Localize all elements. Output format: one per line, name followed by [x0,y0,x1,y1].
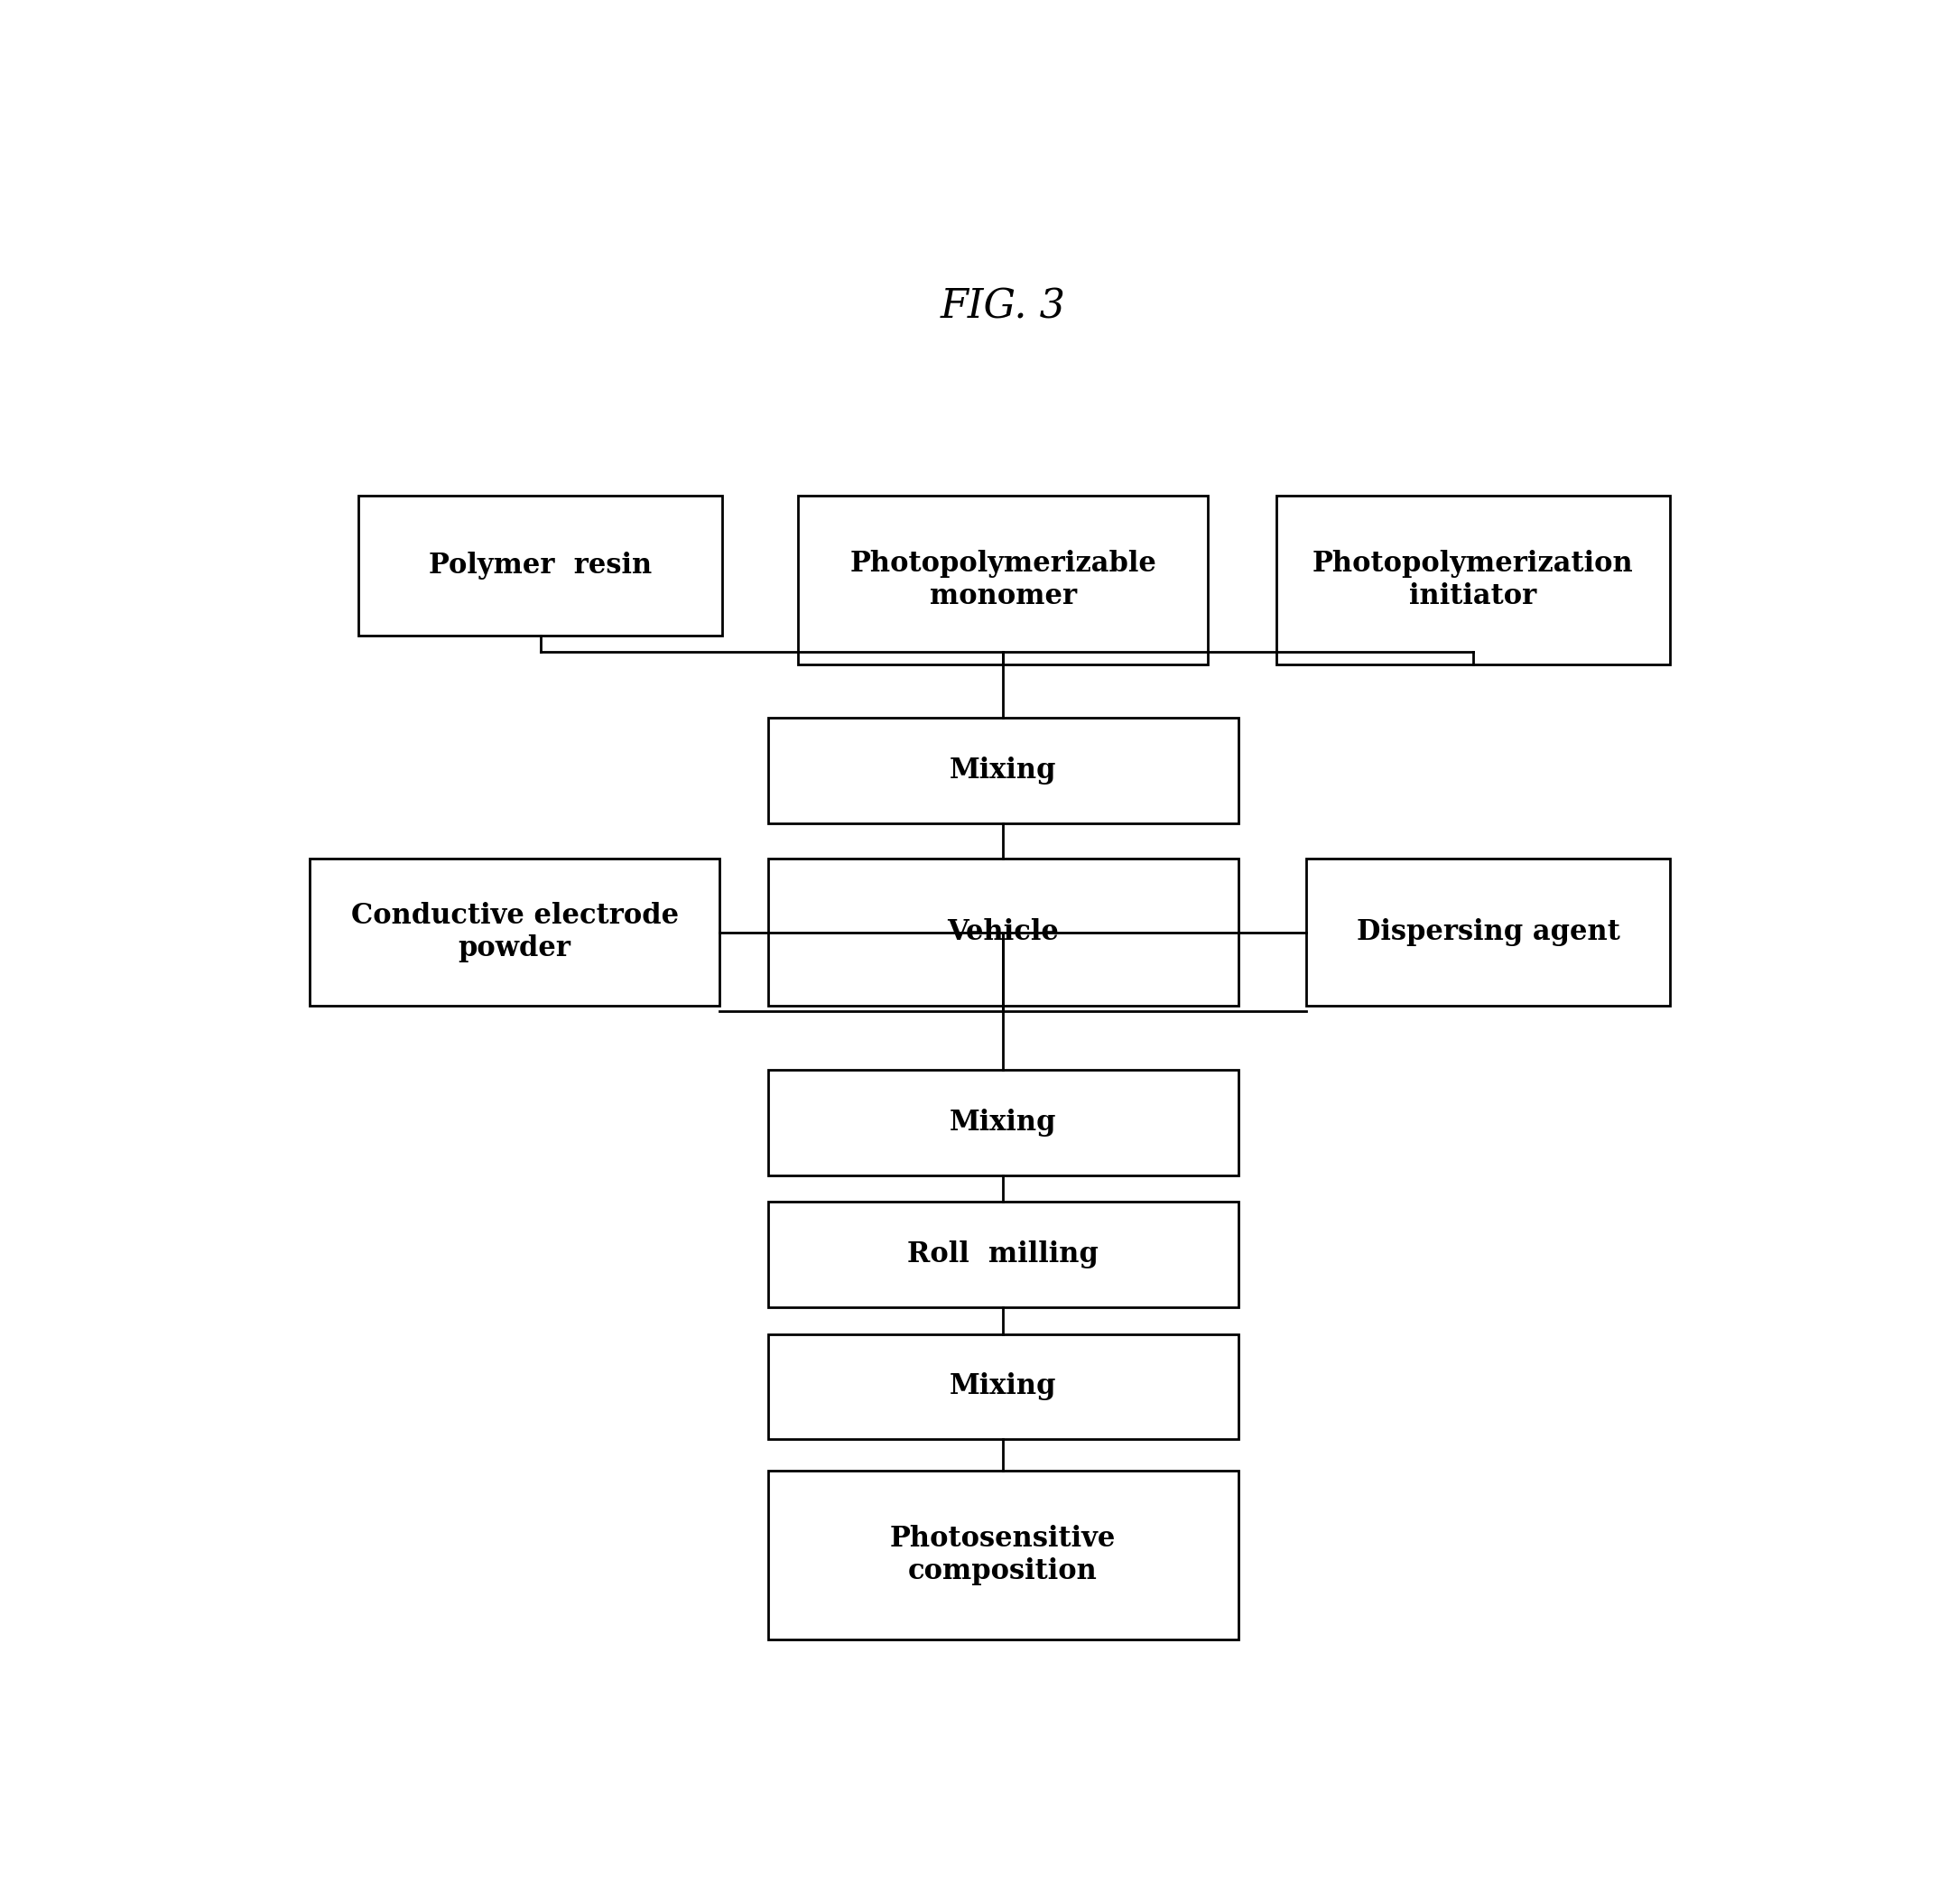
Bar [1276,497,1671,664]
Bar [767,718,1239,824]
Text: Polymer  resin: Polymer resin [429,552,652,579]
Text: Photopolymerizable
monomer: Photopolymerizable monomer [849,550,1157,611]
Text: Mixing: Mixing [949,758,1057,784]
Bar [767,1335,1239,1439]
Bar [358,497,722,636]
Text: Mixing: Mixing [949,1373,1057,1401]
Text: Vehicle: Vehicle [947,918,1059,946]
Bar [309,859,720,1005]
Bar [798,497,1207,664]
Bar [767,1201,1239,1308]
Bar [767,1070,1239,1175]
Bar [767,1472,1239,1639]
Text: Photopolymerization
initiator: Photopolymerization initiator [1313,550,1634,611]
Text: FIG. 3: FIG. 3 [939,288,1067,326]
Text: Mixing: Mixing [949,1108,1057,1137]
Bar [1305,859,1669,1005]
Text: Roll  milling: Roll milling [908,1241,1098,1268]
Text: Photosensitive
composition: Photosensitive composition [890,1525,1115,1586]
Text: Conductive electrode
powder: Conductive electrode powder [350,902,679,962]
Bar [767,859,1239,1005]
Text: Dispersing agent: Dispersing agent [1356,918,1620,946]
